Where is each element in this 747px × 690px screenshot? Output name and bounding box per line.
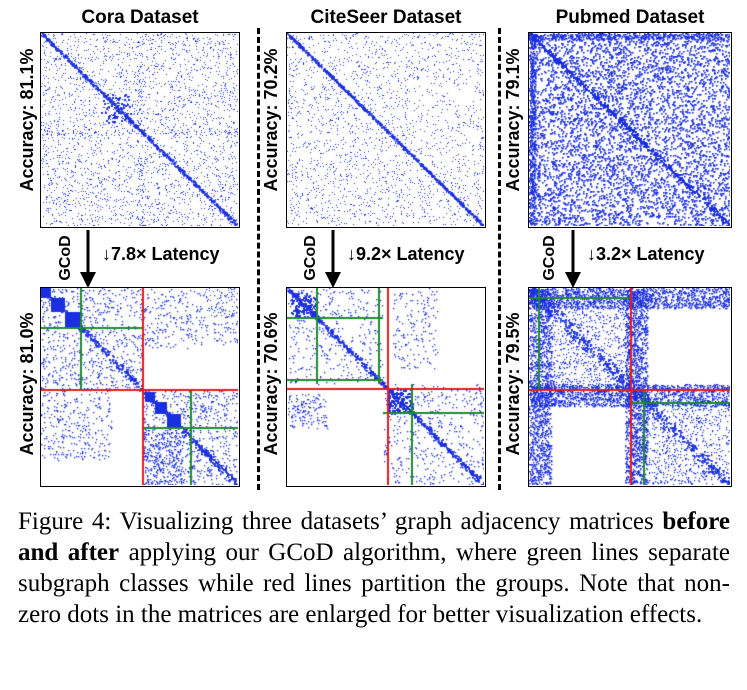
latency-citeseer: ↓9.2× Latency bbox=[347, 244, 465, 264]
figure-caption: Figure 4: Visualizing three datasets’ gr… bbox=[18, 506, 730, 630]
matrix-cora-before bbox=[40, 32, 240, 228]
column-separator bbox=[498, 28, 501, 490]
acc-before-citeseer: Accuracy: 70.2% bbox=[261, 48, 281, 192]
latency-cora: ↓7.8× Latency bbox=[102, 244, 220, 264]
down-arrow-icon bbox=[325, 230, 341, 288]
caption-bold: before and after bbox=[18, 508, 730, 566]
acc-before-pubmed: Accuracy: 79.1% bbox=[503, 48, 523, 192]
matrix-pubmed-before bbox=[528, 32, 732, 228]
gcod-label-citeseer: GCoD bbox=[302, 235, 319, 281]
column-separator bbox=[257, 28, 260, 490]
matrix-pubmed-after bbox=[528, 287, 732, 487]
down-arrow-icon bbox=[80, 230, 96, 288]
matrix-citeseer-after bbox=[286, 287, 486, 487]
acc-after-cora: Accuracy: 81.0% bbox=[17, 312, 37, 456]
matrix-citeseer-before bbox=[286, 32, 486, 228]
caption-suffix: applying our GCoD algorithm, where green… bbox=[18, 539, 730, 628]
acc-after-citeseer: Accuracy: 70.6% bbox=[261, 312, 281, 456]
latency-pubmed: ↓3.2× Latency bbox=[587, 244, 705, 264]
matrix-cora-after bbox=[40, 287, 240, 487]
title-citeseer: CiteSeer Dataset bbox=[310, 7, 462, 28]
acc-before-cora: Accuracy: 81.1% bbox=[17, 48, 37, 192]
title-pubmed: Pubmed Dataset bbox=[555, 7, 705, 28]
caption-prefix: Figure 4: Visualizing three datasets’ gr… bbox=[18, 508, 663, 535]
down-arrow-icon bbox=[565, 230, 581, 288]
gcod-label-pubmed: GCoD bbox=[541, 235, 558, 281]
figure-4: Cora Dataset CiteSeer Dataset Pubmed Dat… bbox=[17, 7, 732, 490]
gcod-label-cora: GCoD bbox=[57, 235, 74, 281]
acc-after-pubmed: Accuracy: 79.5% bbox=[503, 312, 523, 456]
title-cora: Cora Dataset bbox=[81, 7, 199, 28]
